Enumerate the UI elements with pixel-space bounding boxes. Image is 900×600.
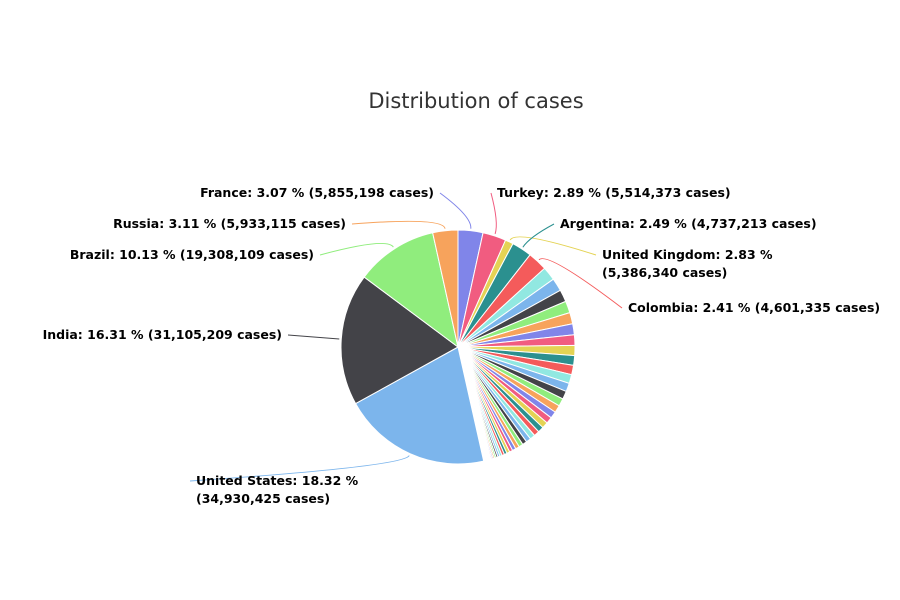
data-label-france: France: 3.07 % (5,855,198 cases) (200, 185, 434, 200)
pie-slice-brazil (363, 232, 459, 348)
data-label-argentina: Argentina: 2.49 % (4,737,213 cases) (560, 216, 817, 231)
pie-slices (340, 229, 576, 465)
data-label-colombia: Colombia: 2.41 % (4,601,335 cases) (628, 300, 880, 315)
connector-france (439, 192, 472, 229)
pie-slice-russia (432, 229, 459, 348)
connector-lines (189, 192, 623, 482)
connector-russia (351, 220, 446, 229)
connector-india (287, 334, 340, 340)
connector-brazil (319, 242, 394, 256)
data-label-russia: Russia: 3.11 % (5,933,115 cases) (113, 216, 346, 231)
connector-turkey (490, 192, 497, 235)
connector-united-states (189, 455, 410, 482)
connector-united-kingdom (509, 236, 597, 256)
data-label-united-states: United States: 18.32 % (34,930,425 cases) (196, 473, 359, 506)
data-label-brazil: Brazil: 10.13 % (19,308,109 cases) (70, 247, 314, 262)
connector-colombia (538, 258, 623, 309)
connector-argentina (522, 223, 555, 248)
chart-title: Distribution of cases (368, 89, 583, 113)
data-label-india: India: 16.31 % (31,105,209 cases) (43, 327, 282, 342)
data-label-turkey: Turkey: 2.89 % (5,514,373 cases) (497, 185, 731, 200)
pie-slice-india (340, 276, 459, 405)
slice-labels: United States: 18.32 % (34,930,425 cases)… (43, 185, 881, 506)
data-label-united-kingdom: United Kingdom: 2.83 % (5,386,340 cases) (602, 247, 773, 280)
pie-slice-united-states (355, 346, 485, 465)
